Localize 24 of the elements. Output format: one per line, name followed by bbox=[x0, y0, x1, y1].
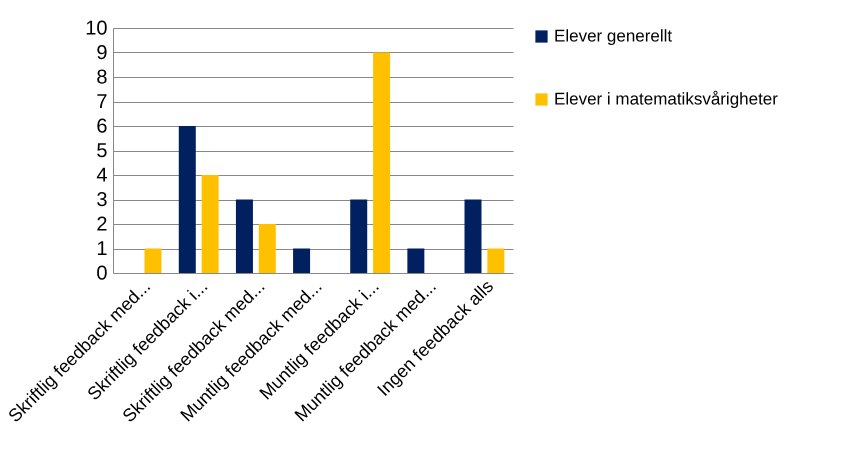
y-tick-label: 2 bbox=[96, 214, 108, 236]
y-tick-label: 7 bbox=[96, 91, 108, 113]
y-tick-label: 1 bbox=[96, 238, 108, 260]
bar bbox=[258, 224, 276, 273]
y-tick-label: 4 bbox=[96, 164, 108, 186]
bar bbox=[178, 126, 196, 273]
y-tick-label: 10 bbox=[85, 18, 108, 40]
y-tick-label: 6 bbox=[96, 116, 108, 138]
bar bbox=[487, 248, 504, 273]
bar bbox=[144, 248, 162, 273]
bar bbox=[236, 200, 253, 273]
y-tick-label: 5 bbox=[96, 140, 108, 162]
legend-label: Elever i matematiksvårigheter bbox=[554, 90, 778, 108]
y-tick-label: 0 bbox=[96, 262, 108, 284]
legend-label: Elever generellt bbox=[554, 26, 672, 46]
y-tick-label: 3 bbox=[96, 189, 108, 211]
y-tick-label: 9 bbox=[96, 42, 108, 64]
bar bbox=[373, 52, 390, 273]
bar bbox=[464, 200, 482, 273]
y-tick-label: 8 bbox=[96, 66, 108, 88]
bar bbox=[202, 175, 219, 273]
bar bbox=[407, 248, 424, 273]
bar bbox=[350, 200, 368, 273]
bar bbox=[293, 248, 310, 273]
